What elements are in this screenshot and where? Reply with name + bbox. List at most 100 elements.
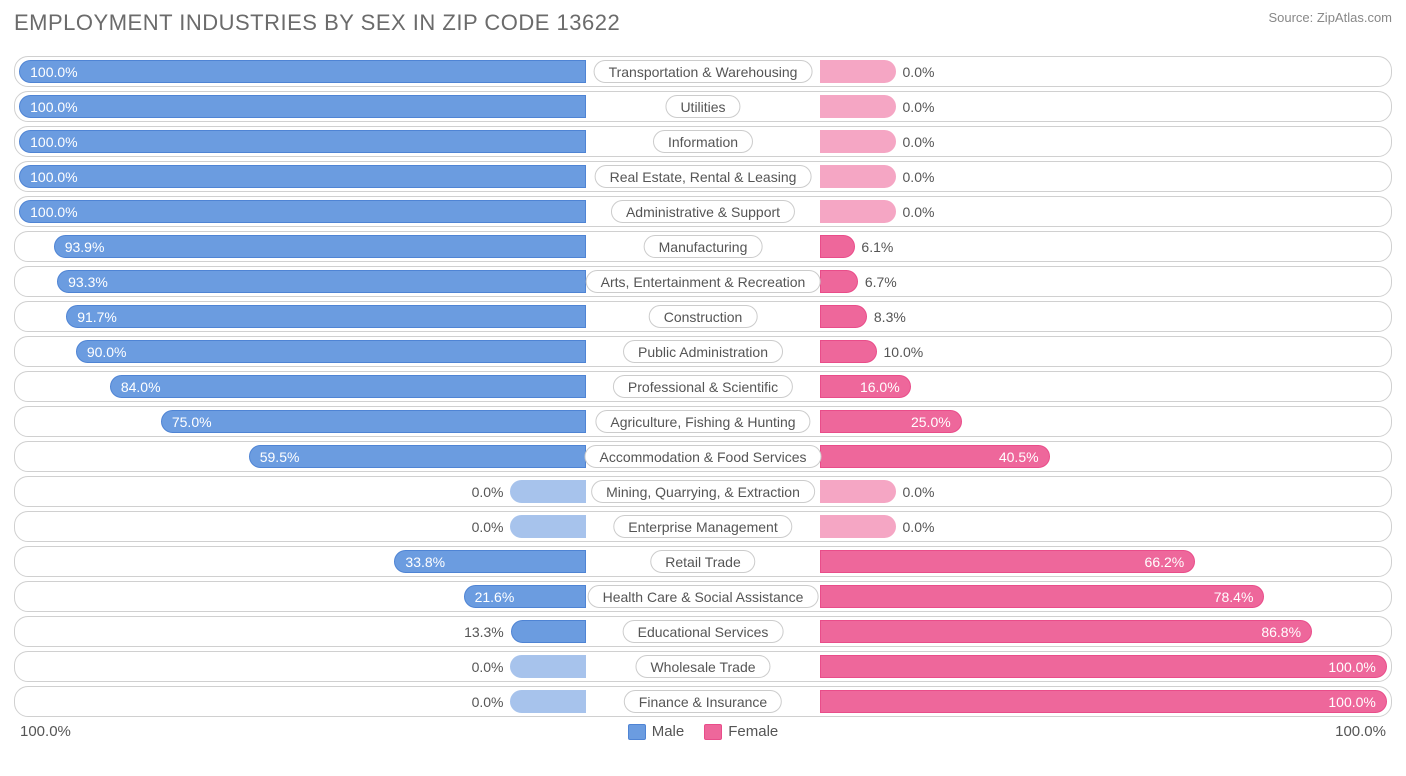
category-label: Health Care & Social Assistance xyxy=(588,585,819,608)
legend: Male Female xyxy=(628,723,779,740)
male-bar xyxy=(54,235,586,258)
chart-row: Health Care & Social Assistance 21.6% 78.4… xyxy=(14,581,1392,612)
female-bar xyxy=(820,620,1312,643)
male-value: 84.0% xyxy=(121,372,161,401)
chart-row: Finance & Insurance0.0%100.0% xyxy=(14,686,1392,717)
male-bar xyxy=(19,165,586,188)
chart-title: EMPLOYMENT INDUSTRIES BY SEX IN ZIP CODE… xyxy=(14,10,620,36)
female-bar xyxy=(820,200,896,223)
male-bar xyxy=(76,340,586,363)
category-label: Transportation & Warehousing xyxy=(594,60,813,83)
female-value: 0.0% xyxy=(903,197,935,226)
female-bar xyxy=(820,515,896,538)
female-value: 40.5% xyxy=(999,442,1039,471)
category-label: Mining, Quarrying, & Extraction xyxy=(591,480,815,503)
female-value: 0.0% xyxy=(903,162,935,191)
female-value: 86.8% xyxy=(1261,617,1301,646)
chart-row: Public Administration90.0%10.0% xyxy=(14,336,1392,367)
female-bar xyxy=(820,270,858,293)
female-value: 0.0% xyxy=(903,512,935,541)
category-label: Information xyxy=(653,130,753,153)
chart-area: Transportation & Warehousing100.0%0.0%Ut… xyxy=(14,56,1392,717)
male-swatch-icon xyxy=(628,724,646,740)
source-attribution: Source: ZipAtlas.com xyxy=(1268,10,1392,25)
male-bar xyxy=(19,130,586,153)
female-bar xyxy=(820,585,1264,608)
male-bar xyxy=(511,620,586,643)
female-value: 0.0% xyxy=(903,92,935,121)
male-value: 100.0% xyxy=(30,57,77,86)
female-value: 0.0% xyxy=(903,477,935,506)
category-label: Arts, Entertainment & Recreation xyxy=(586,270,821,293)
male-value: 100.0% xyxy=(30,162,77,191)
chart-row: Agriculture, Fishing & Hunting75.0%25.0% xyxy=(14,406,1392,437)
category-label: Construction xyxy=(649,305,758,328)
female-value: 100.0% xyxy=(1328,687,1375,716)
male-value: 93.9% xyxy=(65,232,105,261)
female-swatch-icon xyxy=(704,724,722,740)
female-bar xyxy=(820,165,896,188)
legend-item-female: Female xyxy=(704,723,778,740)
male-value: 100.0% xyxy=(30,197,77,226)
category-label: Accommodation & Food Services xyxy=(585,445,822,468)
category-label: Administrative & Support xyxy=(611,200,795,223)
female-value: 100.0% xyxy=(1328,652,1375,681)
male-value: 0.0% xyxy=(472,652,504,681)
male-bar xyxy=(161,410,586,433)
male-value: 93.3% xyxy=(68,267,108,296)
chart-row: Administrative & Support 100.0% 0.0% xyxy=(14,196,1392,227)
chart-row: Construction 91.7% 8.3% xyxy=(14,301,1392,332)
category-label: Real Estate, Rental & Leasing xyxy=(595,165,812,188)
female-value: 16.0% xyxy=(860,372,900,401)
male-bar xyxy=(19,200,586,223)
category-label: Enterprise Management xyxy=(613,515,792,538)
category-label: Wholesale Trade xyxy=(635,655,770,678)
female-value: 78.4% xyxy=(1214,582,1254,611)
male-bar xyxy=(510,690,586,713)
category-label: Manufacturing xyxy=(644,235,763,258)
male-bar xyxy=(19,60,586,83)
female-bar xyxy=(820,235,855,258)
chart-row: Arts, Entertainment & Recreation93.3%6.7… xyxy=(14,266,1392,297)
male-bar xyxy=(66,305,586,328)
male-value: 0.0% xyxy=(472,512,504,541)
chart-row: Mining, Quarrying, & Extraction 0.0% 0.0% xyxy=(14,476,1392,507)
female-bar xyxy=(820,690,1387,713)
legend-male-label: Male xyxy=(652,723,685,740)
chart-row: Enterprise Management 0.0% 0.0% xyxy=(14,511,1392,542)
male-value: 0.0% xyxy=(472,687,504,716)
male-bar xyxy=(510,655,586,678)
female-bar xyxy=(820,305,867,328)
male-value: 75.0% xyxy=(172,407,212,436)
male-value: 0.0% xyxy=(472,477,504,506)
female-value: 6.1% xyxy=(861,232,893,261)
female-bar xyxy=(820,550,1195,573)
male-bar xyxy=(510,480,586,503)
chart-row: Professional & Scientific 84.0% 16.0% xyxy=(14,371,1392,402)
category-label: Professional & Scientific xyxy=(613,375,793,398)
male-bar xyxy=(510,515,586,538)
female-value: 66.2% xyxy=(1145,547,1185,576)
male-value: 13.3% xyxy=(464,617,504,646)
female-bar xyxy=(820,60,896,83)
chart-row: Wholesale Trade 0.0% 100.0% xyxy=(14,651,1392,682)
axis-label-left: 100.0% xyxy=(20,723,71,740)
male-value: 59.5% xyxy=(260,442,300,471)
chart-row: Real Estate, Rental & Leasing 100.0% 0.0% xyxy=(14,161,1392,192)
male-value: 100.0% xyxy=(30,92,77,121)
female-value: 25.0% xyxy=(911,407,951,436)
header: EMPLOYMENT INDUSTRIES BY SEX IN ZIP CODE… xyxy=(14,10,1392,36)
female-bar xyxy=(820,655,1387,678)
chart-row: Manufacturing 93.9% 6.1% xyxy=(14,231,1392,262)
category-label: Educational Services xyxy=(623,620,784,643)
female-bar xyxy=(820,480,896,503)
female-value: 8.3% xyxy=(874,302,906,331)
chart-row: Utilities100.0%0.0% xyxy=(14,91,1392,122)
female-bar xyxy=(820,130,896,153)
male-value: 91.7% xyxy=(77,302,117,331)
male-value: 21.6% xyxy=(475,582,515,611)
male-value: 90.0% xyxy=(87,337,127,366)
female-value: 0.0% xyxy=(903,127,935,156)
legend-female-label: Female xyxy=(728,723,778,740)
female-bar xyxy=(820,340,877,363)
